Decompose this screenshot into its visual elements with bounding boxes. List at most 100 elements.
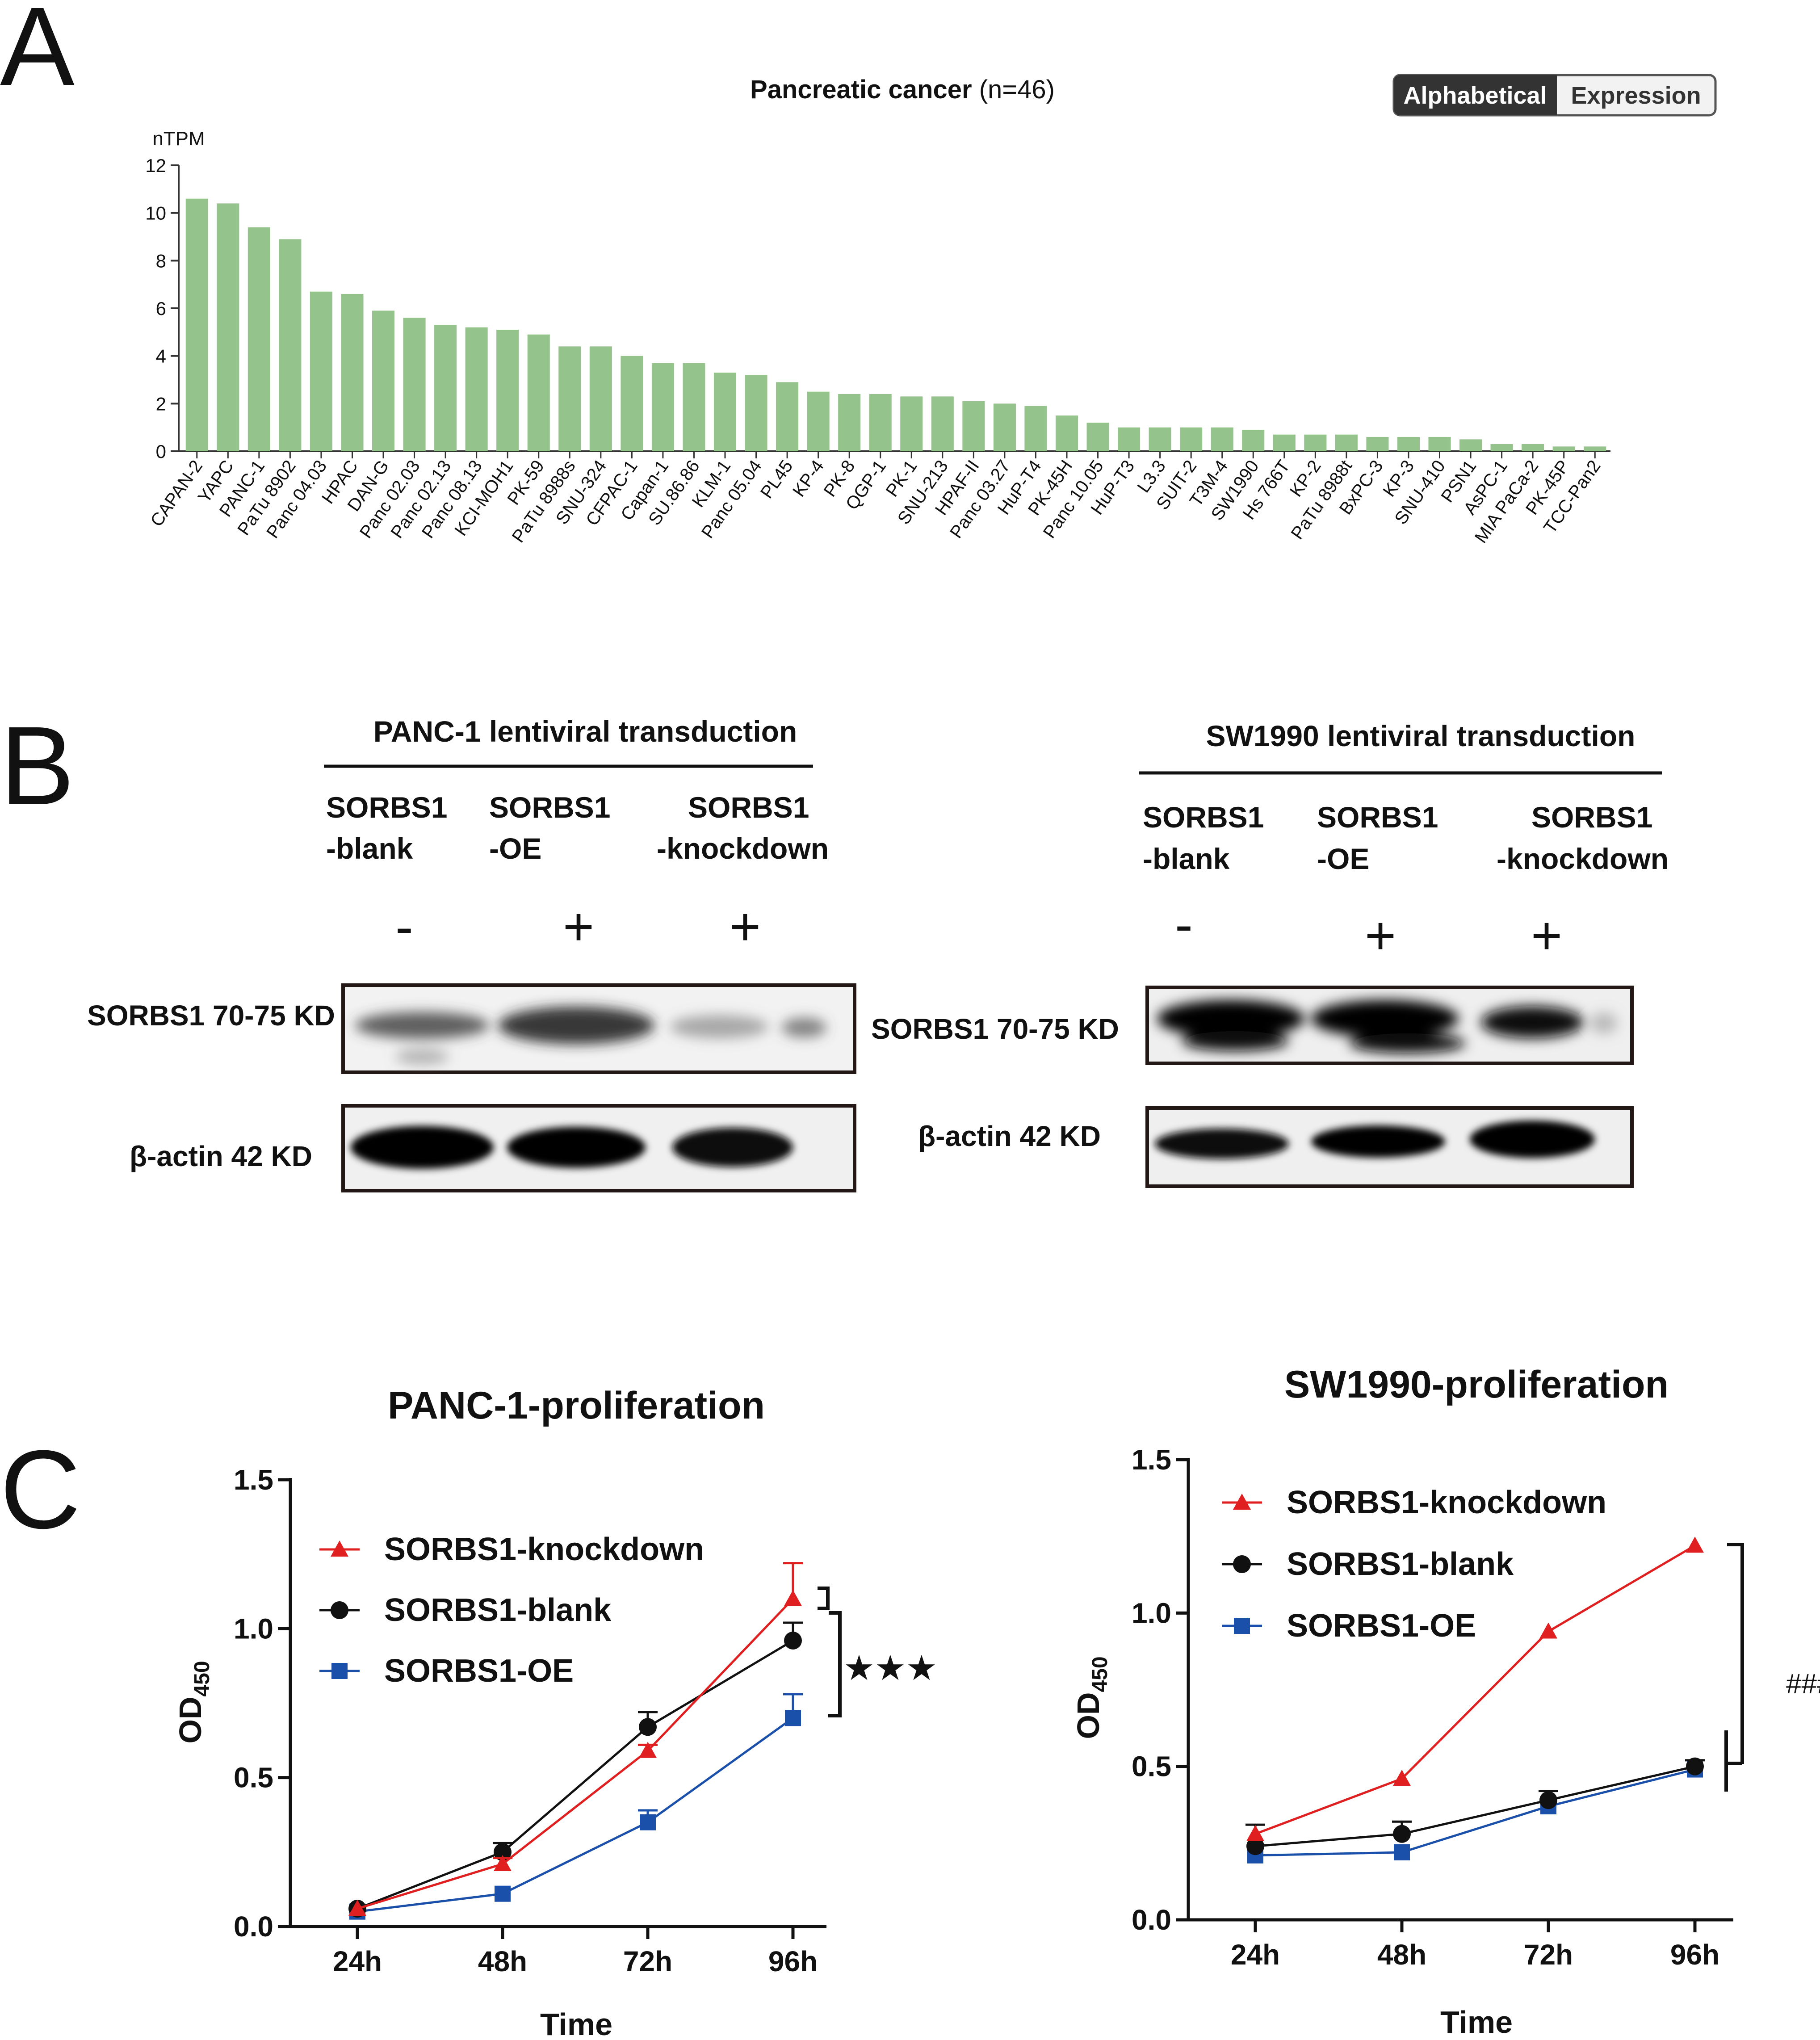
- bar-yapc: [217, 203, 239, 451]
- bar-panc-05-04: [745, 375, 767, 451]
- bar-panc-10-05: [1086, 423, 1109, 451]
- sw1990-significance: ###: [1786, 1669, 1820, 1700]
- bar-klm-1: [713, 373, 737, 451]
- panel-a-ylabel: nTPM: [152, 128, 205, 150]
- panc1-line-sorbs1-blank: [357, 1639, 794, 1910]
- panc1-xtick-label: 96h: [768, 1945, 818, 1977]
- sw1990-band1-label: SORBS1 70-75 KD: [871, 1013, 1119, 1045]
- panel-a-bars: [185, 198, 1606, 452]
- sw1990-prolif-plot: 0.0 0.5 1.0 1.5 24h 48h 72h 96h SORBS1-knockdown…: [1132, 1444, 1744, 1971]
- panc1-ytick-label: 0.5: [234, 1762, 273, 1794]
- sw1990-sorbs1-blot: [1145, 986, 1634, 1065]
- sw1990-point-sorbs1-knockdown-96h: [1686, 1536, 1704, 1553]
- bar-kp-3: [1397, 437, 1420, 451]
- sw1990-prolif-ylabel: OD450: [1071, 1656, 1112, 1739]
- sw1990-actin-band-3: [1470, 1121, 1595, 1158]
- sw1990-ylabel-main: OD: [1071, 1692, 1106, 1739]
- bar-hup-t3: [1118, 427, 1141, 451]
- sw1990-series-sorbs1-knockdown: [1246, 1536, 1704, 1841]
- sort-toggle[interactable]: Alphabetical Expression: [1392, 74, 1717, 117]
- panc1-band1-label: SORBS1 70-75 KD: [87, 999, 335, 1032]
- panc1-point-sorbs1-blank-48h: [494, 1843, 512, 1861]
- sw1990-band2-label: β-actin 42 KD: [918, 1120, 1101, 1152]
- bar-pk-1: [900, 396, 923, 451]
- panel-a-ytick-label: 6: [156, 298, 166, 319]
- sw1990-group2-line2: -OE: [1317, 842, 1369, 875]
- sw1990-group1-sign: -: [1175, 894, 1193, 954]
- panel-a-xtick-label: KP-4: [789, 457, 828, 500]
- bar-kci-moh1: [496, 330, 519, 451]
- sw1990-prolif-xlabel: Time: [1440, 2005, 1513, 2040]
- sort-alphabetical-button[interactable]: Alphabetical: [1403, 82, 1547, 109]
- panc1-knockdown-band: [670, 1015, 768, 1038]
- panc1-ytick-label: 0.0: [234, 1910, 273, 1943]
- sw1990-oe-band: [1311, 1000, 1459, 1037]
- panel-c-right: SW1990-proliferation 0.0 0.5 1.0 1.5 24h 48h 7…: [1071, 1363, 1820, 2040]
- panel-a-title: Pancreatic cancer (n=46): [750, 75, 1055, 104]
- bar-dan-g: [372, 311, 395, 451]
- panc1-sig-bracket: [828, 1611, 842, 1717]
- sw1990-blot-header: SW1990 lentiviral transduction: [1206, 719, 1635, 752]
- bar-hpac: [341, 294, 364, 451]
- panc1-prolif-title: PANC-1-proliferation: [388, 1384, 765, 1427]
- bar-pk-8: [838, 394, 861, 451]
- panc1-ylabel-sub: 450: [190, 1661, 214, 1696]
- panel-label-c: C: [0, 1427, 81, 1552]
- sw1990-legend-marker: [1233, 1494, 1251, 1510]
- sw1990-line-sorbs1-knockdown: [1255, 1545, 1696, 1835]
- panc1-ytick-label: 1.5: [234, 1464, 273, 1496]
- sort-expression-button[interactable]: Expression: [1571, 82, 1701, 109]
- panc1-series-sorbs1-knockdown: [348, 1562, 803, 1916]
- sw1990-ytick-label: 0.0: [1132, 1904, 1171, 1936]
- bar-tcc-pan2: [1584, 446, 1606, 451]
- sw1990-point-sorbs1-oe-48h: [1394, 1844, 1410, 1860]
- panc1-group2-line1: SORBS1: [489, 791, 610, 824]
- panc1-series-sorbs1-oe: [349, 1693, 803, 1920]
- sw1990-series-sorbs1-oe: [1247, 1761, 1703, 1864]
- panc1-actin-band-2: [507, 1127, 646, 1168]
- bar-kp-4: [807, 391, 830, 451]
- panc1-line-sorbs1-knockdown: [357, 1598, 794, 1910]
- bar-hpaf-ii: [962, 401, 985, 451]
- sw1990-point-sorbs1-knockdown-24h: [1246, 1825, 1264, 1841]
- sw1990-group2-line1: SORBS1: [1317, 801, 1438, 834]
- panc1-band2-label: β-actin 42 KD: [130, 1140, 312, 1172]
- sw1990-prolif-title: SW1990-proliferation: [1284, 1363, 1669, 1406]
- panel-label-b: B: [0, 703, 75, 828]
- bar-panc-02-13: [434, 325, 457, 451]
- sw1990-group3-line1: SORBS1: [1531, 801, 1652, 834]
- panc1-group1-sign: -: [395, 897, 413, 957]
- panc1-group3-line2: -knockdown: [657, 832, 829, 865]
- panel-a: Pancreatic cancer (n=46) Alphabetical Ex…: [145, 74, 1717, 547]
- bar-pk-45p: [1552, 446, 1575, 451]
- bar-snu-324: [589, 346, 612, 451]
- panc1-group2-sign: +: [563, 897, 594, 957]
- panc1-actin-band-1: [351, 1126, 494, 1169]
- panc1-point-sorbs1-blank-72h: [639, 1718, 657, 1736]
- panel-a-ytick-label: 4: [156, 346, 166, 367]
- sw1990-sig-bracket: [1727, 1543, 1744, 1764]
- panc1-legend-sorbs1-knockdown: SORBS1-knockdown: [384, 1532, 704, 1567]
- panc1-prolif-plot: 0.0 0.5 1.0 1.5 24h 48h 72h 96h SORBS1-knockdown…: [234, 1464, 842, 1977]
- bar-mia-paca-2: [1522, 444, 1544, 451]
- bar-t3m-4: [1211, 427, 1233, 451]
- panc1-ylabel-main: OD: [173, 1697, 208, 1744]
- bar-bxpc-3: [1366, 437, 1389, 451]
- panc1-legend-sorbs1-oe: SORBS1-OE: [384, 1653, 574, 1689]
- bar-psn1: [1459, 439, 1482, 451]
- panc1-group3-line1: SORBS1: [688, 791, 809, 824]
- bar-panc-1: [247, 227, 270, 451]
- bar-l3-3: [1149, 427, 1171, 451]
- panel-a-ytick-label: 10: [145, 203, 166, 224]
- bar-cfpac-1: [621, 356, 643, 451]
- bar-patu-8988t: [1335, 434, 1358, 451]
- panc1-blank-band: [355, 1012, 489, 1039]
- bar-hs-766t: [1273, 434, 1296, 451]
- bar-pk-59: [527, 334, 550, 451]
- panel-a-title-rest: (n=46): [972, 75, 1055, 104]
- panc1-group2-line2: -OE: [489, 832, 541, 865]
- panc1-group3-sign: +: [730, 897, 761, 957]
- sw1990-ytick-label: 1.5: [1132, 1444, 1171, 1476]
